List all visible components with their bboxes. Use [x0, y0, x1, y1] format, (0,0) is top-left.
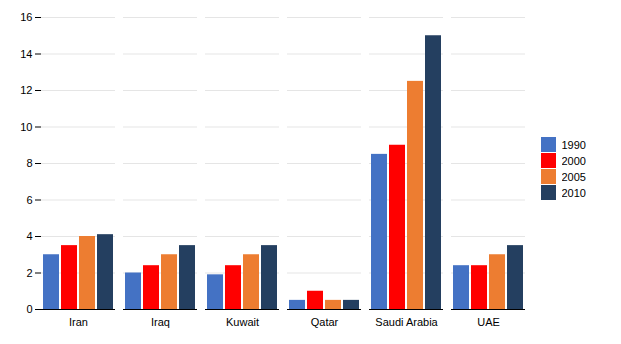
svg-text:2: 2	[26, 267, 32, 279]
html-text:2005: 2005	[561, 170, 586, 183]
svg-text:16: 16	[20, 11, 32, 23]
svg-text:0: 0	[26, 303, 32, 315]
svg-text:Qatar: Qatar	[311, 316, 339, 328]
svg-text:Iran: Iran	[69, 316, 88, 328]
svg-text:Iraq: Iraq	[151, 316, 170, 328]
svg-text:12: 12	[20, 84, 32, 96]
svg-text:10: 10	[20, 121, 32, 133]
svg-text:6: 6	[26, 194, 32, 206]
svg-text:Kuwait: Kuwait	[226, 316, 259, 328]
html-text:1990: 1990	[561, 138, 586, 151]
svg-text:Saudi Arabia: Saudi Arabia	[375, 316, 438, 328]
svg-text:4: 4	[26, 230, 32, 242]
svg-text:8: 8	[26, 157, 32, 169]
svg-text:UAE: UAE	[477, 316, 500, 328]
svg-text:14: 14	[20, 48, 32, 60]
html-text:2010: 2010	[561, 186, 586, 199]
html-text:2000: 2000	[561, 154, 586, 167]
